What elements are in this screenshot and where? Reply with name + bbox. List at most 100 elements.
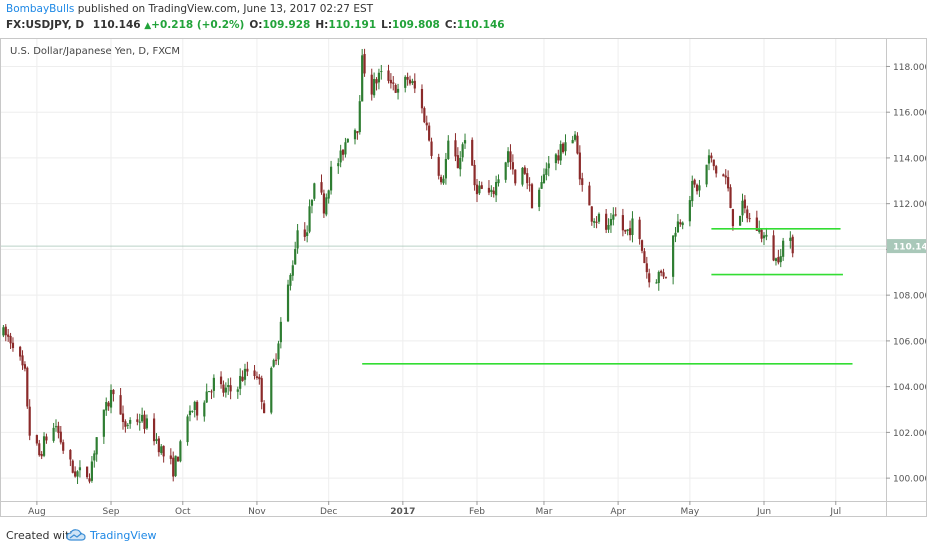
candle-body [353, 130, 357, 140]
current-price-badge [887, 239, 926, 254]
candle-body [593, 221, 596, 223]
candle-body [21, 355, 24, 366]
candle-body [76, 471, 79, 477]
candle-body [124, 421, 127, 427]
candle-body [595, 221, 598, 223]
candle-body [162, 445, 165, 457]
grid-lines [1, 39, 886, 501]
candle-body [373, 79, 376, 96]
candle-body [707, 155, 711, 164]
chart-panel[interactable]: 100.000102.000104.000106.000108.000110.0… [0, 38, 927, 517]
candle-body [710, 155, 713, 159]
y-tick-label: 112.000 [893, 200, 927, 210]
candle-body [621, 215, 624, 231]
candle-body [772, 235, 775, 261]
author-link[interactable]: BombayBulls [6, 3, 75, 15]
candle-body [514, 169, 517, 184]
y-tick-label: 114.000 [893, 154, 927, 164]
candle-body [188, 410, 192, 416]
candles [2, 48, 794, 485]
candle-body [614, 214, 617, 216]
open-label: O: [249, 19, 263, 31]
candle-body [375, 79, 378, 84]
candle-body [370, 74, 373, 95]
candle-body [344, 142, 347, 155]
price-chart[interactable]: 100.000102.000104.000106.000108.000110.0… [1, 39, 927, 517]
candle-body [361, 55, 364, 102]
candle-body [239, 375, 242, 389]
candle-body [289, 275, 292, 286]
candle-body [442, 178, 445, 184]
candle-body [679, 222, 682, 225]
candle-body [456, 155, 459, 169]
candle-body [440, 176, 443, 183]
current-price-label: 110.146 [893, 243, 927, 253]
price-change: +0.218 (+0.2%) [151, 19, 245, 31]
candle-body [327, 190, 330, 199]
candle-body [657, 271, 660, 284]
candle-body [672, 235, 675, 277]
candle-body [152, 418, 156, 442]
candle-body [102, 409, 105, 437]
candle-body [57, 425, 60, 433]
candle-body [430, 141, 433, 156]
candle-body [277, 343, 280, 360]
candle-body [542, 174, 546, 184]
candle-body [109, 389, 113, 408]
candle-body [26, 367, 29, 407]
candle-body [74, 471, 77, 477]
candle-body [497, 179, 500, 184]
tradingview-brand[interactable]: TradingView [90, 529, 157, 542]
candle-body [246, 368, 249, 372]
x-tick-label: 2017 [390, 507, 415, 517]
candle-body [396, 88, 400, 93]
candle-body [90, 461, 93, 481]
candle-body [691, 180, 694, 202]
candle-body [664, 276, 668, 278]
candle-body [337, 163, 340, 167]
candle-body [143, 414, 146, 430]
candle-body [695, 184, 699, 192]
candle-body [40, 453, 43, 457]
candle-body [504, 162, 507, 180]
candle-body [387, 70, 390, 81]
candle-body [628, 228, 632, 236]
candle-body [554, 154, 558, 164]
candle-body [119, 395, 122, 415]
symbol-label: FX:USDJPY, D [6, 19, 85, 31]
candle-body [389, 79, 392, 84]
close-value: 110.146 [456, 19, 505, 31]
candle-body [157, 438, 160, 453]
publish-line: BombayBulls published on TradingView.com… [6, 3, 373, 15]
candle-body [411, 81, 414, 83]
candle-body [413, 80, 416, 89]
candle-body [722, 174, 725, 177]
x-tick-label: Feb [469, 507, 485, 517]
y-tick-label: 104.000 [893, 383, 927, 393]
y-tick-label: 102.000 [893, 429, 927, 439]
candle-body [425, 122, 428, 126]
candle-body [121, 413, 125, 423]
high-value: 110.191 [328, 19, 377, 31]
close-label: C: [444, 19, 457, 31]
x-tick-label: Sep [103, 507, 120, 517]
candle-body [322, 193, 326, 214]
candle-body [662, 272, 665, 277]
candle-body [624, 229, 627, 232]
high-label: H: [315, 19, 329, 31]
candle-body [743, 199, 746, 209]
candle-body [203, 402, 206, 417]
x-tick-label: Oct [175, 507, 191, 517]
candle-body [559, 144, 562, 161]
candle-body [540, 182, 543, 189]
candle-body [712, 159, 715, 167]
candle-body [141, 414, 144, 422]
candle-body [274, 359, 278, 361]
candle-body [126, 424, 129, 426]
candle-body [306, 232, 309, 236]
candle-body [160, 446, 163, 453]
candle-body [444, 158, 447, 179]
candle-body [645, 263, 648, 273]
candle-body [473, 164, 476, 186]
candle-body [454, 140, 457, 157]
